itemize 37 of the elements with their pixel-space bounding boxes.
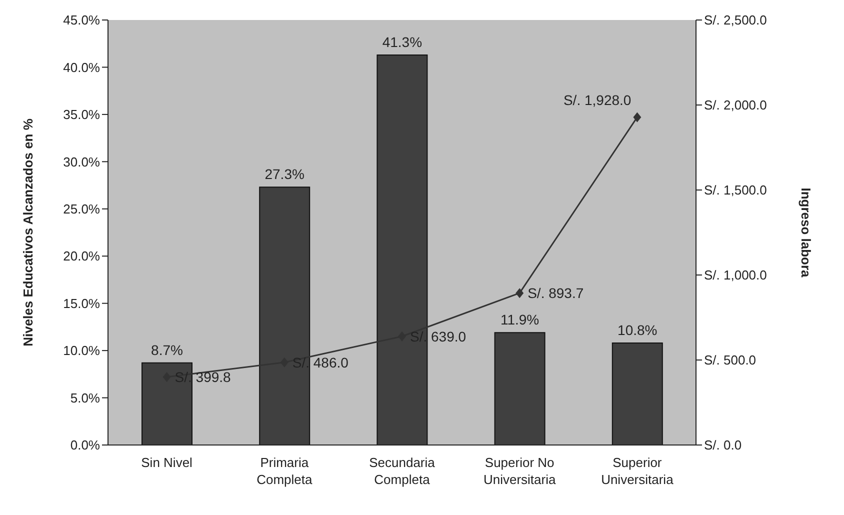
bar (376, 54, 428, 445)
x-tick-label: Superior Universitaria (601, 455, 674, 487)
data-label: 10.8% (618, 322, 658, 338)
y2-tick-label: S/. 2,500.0 (704, 12, 767, 28)
x-tick-label: Secundaria Completa (369, 455, 436, 487)
point (633, 112, 642, 122)
y-tick-label: 45.0% (63, 12, 100, 28)
y-tick-label: 30.0% (63, 154, 100, 170)
y2-tick-label: S/. 0.0 (704, 438, 742, 453)
bar (142, 362, 192, 445)
y-tick-label: 20.0% (63, 248, 100, 264)
y-tick-label: 35.0% (63, 107, 100, 122)
y-tick-label: 25.0% (63, 202, 100, 217)
y-tick-label: 0.0% (70, 438, 100, 453)
y-tick-label: 15.0% (63, 296, 100, 311)
y2-tick-label: S/. 2,000.0 (704, 98, 767, 113)
bar (494, 332, 546, 445)
x-tick-label: Primaria Completa (256, 455, 313, 487)
data-label: S/. 1,928.0 (563, 92, 632, 108)
data-label: 11.9% (500, 312, 540, 328)
data-label: 8.7% (151, 342, 183, 358)
y2-tick-label: S/. 500.0 (704, 352, 756, 368)
bar (612, 342, 663, 445)
x-tick-label: Superior No Universitaria (483, 455, 556, 487)
data-label: S/. 893.7 (528, 285, 584, 302)
y2-axis-title: Ingreso labora (798, 188, 814, 278)
data-label: 41.3% (382, 34, 422, 50)
y-tick-label: 5.0% (70, 390, 100, 406)
x-tick-label: Sin Nivel (141, 455, 193, 470)
data-label: 27.3% (264, 166, 304, 182)
y2-tick-label: S/. 1,000.0 (704, 268, 767, 283)
y-tick-label: 10.0% (63, 343, 100, 358)
point (516, 288, 524, 298)
y2-tick-label: S/. 1,500.0 (704, 182, 767, 198)
bar (259, 186, 310, 445)
y-tick-label: 40.0% (63, 60, 100, 75)
y-axis-title: Niveles Educativos Alcanzados en % (20, 118, 36, 346)
